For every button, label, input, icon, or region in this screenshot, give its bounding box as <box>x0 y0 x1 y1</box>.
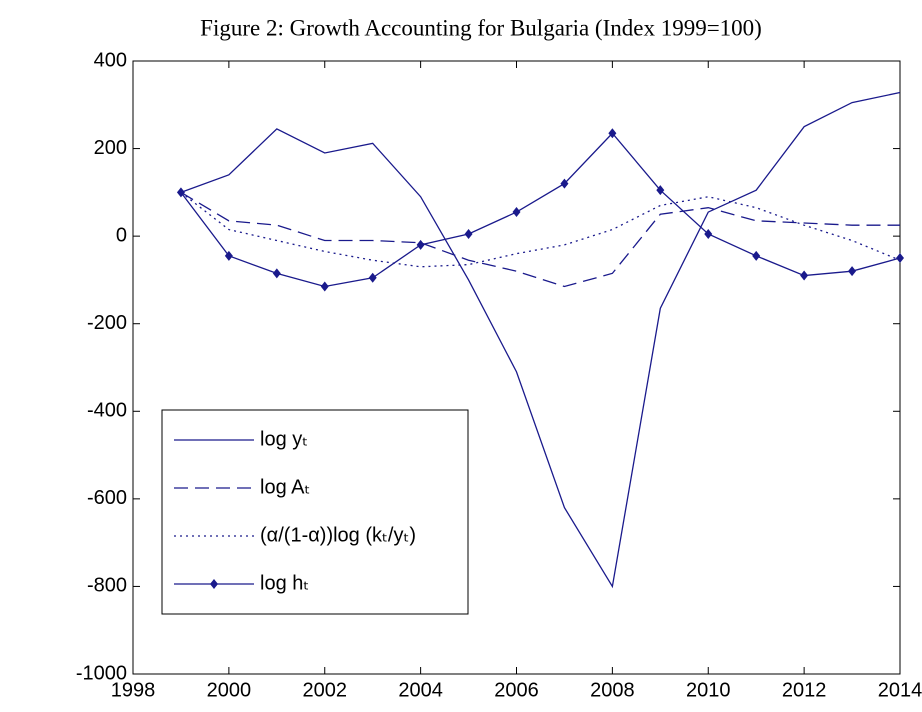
legend-label: log yₜ <box>260 428 308 450</box>
x-tick-label: 2004 <box>398 679 443 701</box>
x-tick-label: 2012 <box>782 679 827 701</box>
legend-marker <box>210 579 218 589</box>
point <box>272 268 281 279</box>
point <box>848 266 857 277</box>
point <box>176 187 185 198</box>
point <box>704 228 713 239</box>
series-line <box>180 191 900 288</box>
legend-label: log Aₜ <box>260 476 310 498</box>
x-tick-label: 2014 <box>878 679 922 701</box>
x-tick-label: 2002 <box>303 679 348 701</box>
point <box>416 239 425 250</box>
chart-title: Figure 2: Growth Accounting for Bulgaria… <box>200 15 762 40</box>
y-tick-label: -1000 <box>76 662 127 684</box>
point <box>608 128 617 139</box>
x-tick-label: 2006 <box>494 679 539 701</box>
point <box>464 228 473 239</box>
point <box>320 281 329 292</box>
x-tick-label: 1998 <box>111 679 156 701</box>
point <box>224 250 233 261</box>
y-tick-label: -800 <box>87 575 127 597</box>
point <box>752 250 761 261</box>
y-tick-label: 400 <box>94 49 127 71</box>
point <box>800 270 809 281</box>
y-tick-label: -200 <box>87 312 127 334</box>
legend-label: log hₜ <box>260 572 309 594</box>
y-tick-label: -400 <box>87 400 127 422</box>
y-tick-label: 200 <box>94 137 127 159</box>
series-line <box>180 91 901 589</box>
y-tick-label: 0 <box>116 224 127 246</box>
legend: log yₜ log Aₜ (α/(1-α))log (kₜ/yₜ) log hₜ <box>161 409 469 615</box>
legend-label: (α/(1-α))log (kₜ/yₜ) <box>260 524 416 546</box>
point <box>896 253 904 264</box>
x-tick-label: 2000 <box>207 679 252 701</box>
series-line <box>180 132 901 288</box>
point <box>368 272 377 283</box>
legend-box <box>161 409 469 615</box>
point <box>512 207 521 218</box>
x-tick-label: 2010 <box>686 679 731 701</box>
y-tick-label: -600 <box>87 487 127 509</box>
x-tick-label: 2008 <box>590 679 635 701</box>
point <box>560 178 569 189</box>
point <box>656 185 665 196</box>
